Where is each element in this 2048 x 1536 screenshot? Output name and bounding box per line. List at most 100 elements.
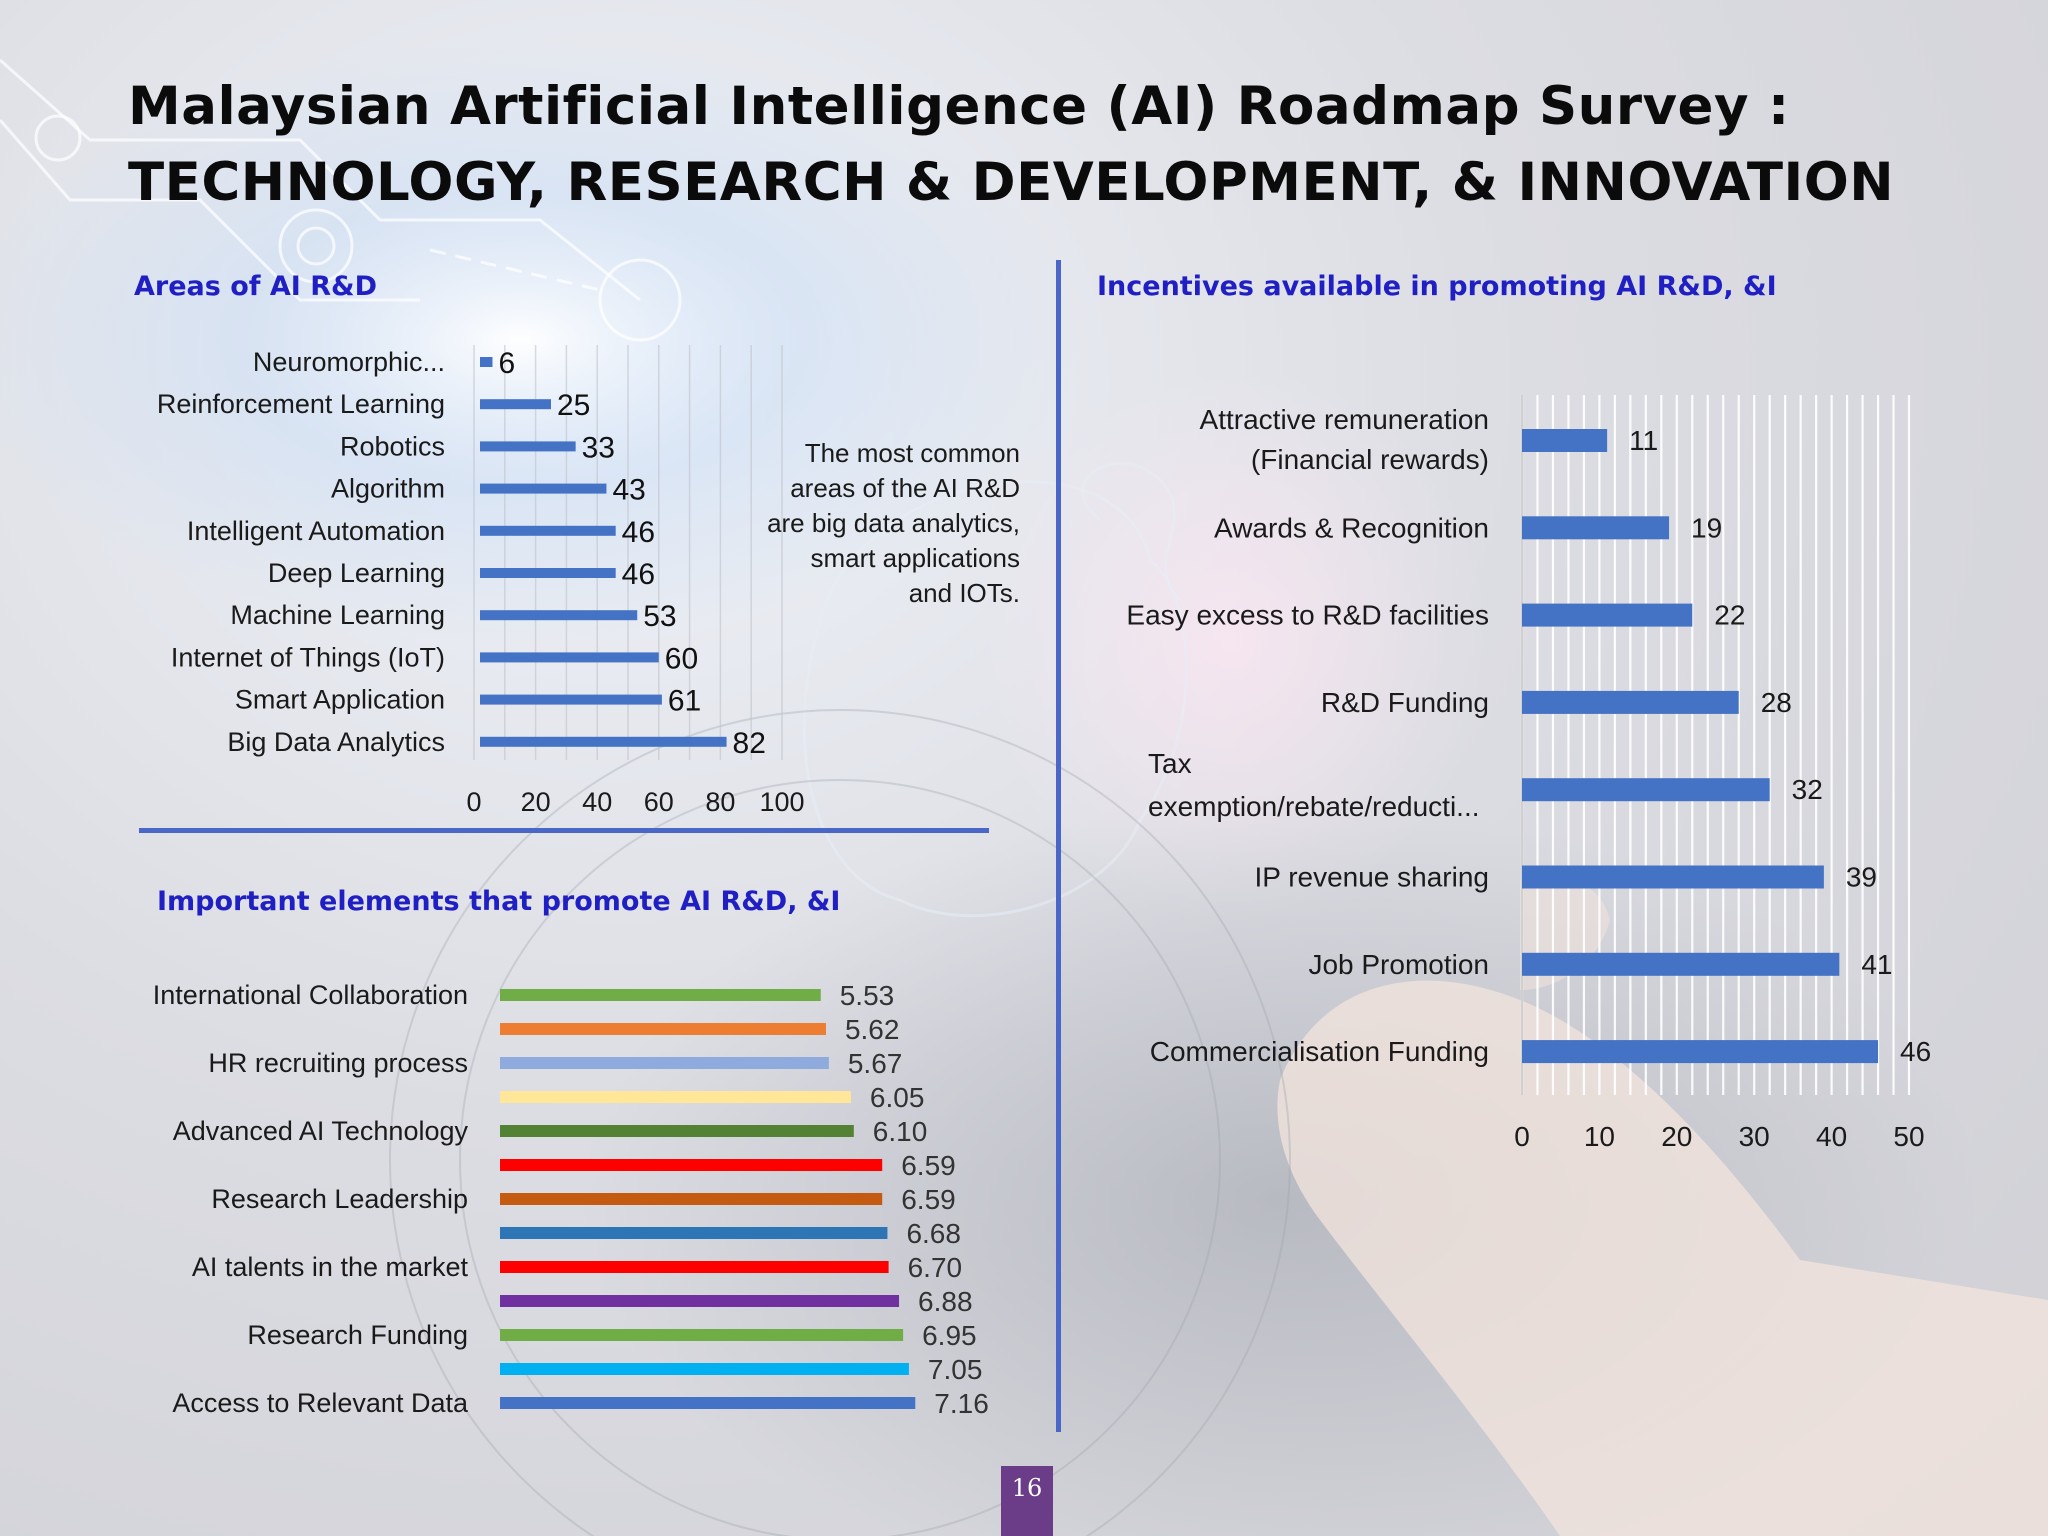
data-label: 5.67 [848, 1048, 903, 1079]
data-label: 46 [1900, 1036, 1931, 1067]
data-label: 22 [1714, 600, 1745, 631]
data-label: 5.53 [840, 980, 895, 1011]
blue-glow [0, 40, 1080, 640]
bar [1522, 690, 1739, 714]
data-label: 39 [1846, 862, 1877, 893]
data-label: 6.05 [870, 1082, 925, 1113]
x-tick-label: 100 [759, 787, 804, 817]
bar [480, 483, 607, 494]
category-label: Advanced AI Technology [173, 1116, 469, 1146]
bar [500, 1329, 904, 1341]
bar [500, 1091, 851, 1103]
category-label: Robotics [340, 431, 445, 461]
category-label: Big Data Analytics [227, 727, 445, 757]
bar [480, 736, 727, 747]
bar [480, 399, 551, 410]
bar [1522, 952, 1840, 976]
elements-section-title: Important elements that promote AI R&D, … [157, 886, 841, 917]
bar [1522, 516, 1670, 540]
bar [500, 989, 821, 1001]
x-tick-label: 20 [521, 787, 551, 817]
category-label: R&D Funding [1321, 687, 1489, 718]
data-label: 6.10 [873, 1116, 928, 1147]
category-label: Awards & Recognition [1214, 512, 1489, 543]
bar [500, 1023, 826, 1035]
bar [480, 652, 659, 663]
x-tick-label: 80 [705, 787, 735, 817]
x-tick-label: 30 [1739, 1121, 1770, 1152]
bar [500, 1159, 883, 1171]
category-label: Machine Learning [230, 600, 445, 630]
data-label: 46 [622, 558, 655, 591]
areas-section-title: Areas of AI R&D [134, 271, 377, 302]
data-label: 33 [582, 431, 615, 464]
bar [480, 441, 576, 452]
brain-outline [802, 462, 1188, 918]
x-tick-label: 10 [1584, 1121, 1615, 1152]
category-label: Neuromorphic... [253, 347, 445, 377]
x-tick-label: 0 [466, 787, 481, 817]
x-tick-label: 0 [1514, 1121, 1530, 1152]
category-label: Attractive remuneration [1200, 404, 1489, 435]
bar [480, 610, 638, 621]
data-label: 61 [668, 685, 701, 718]
bar [480, 568, 616, 578]
data-label: 19 [1691, 512, 1722, 543]
category-label: Job Promotion [1308, 949, 1489, 980]
pink-glow [970, 360, 1490, 920]
bar [1522, 778, 1770, 802]
category-label: Research Funding [247, 1320, 468, 1350]
data-label: 82 [733, 727, 766, 760]
category-label: IP revenue sharing [1254, 862, 1489, 893]
category-label: Reinforcement Learning [157, 389, 445, 419]
category-label: HR recruiting process [208, 1048, 468, 1078]
slide-title-line-1: Malaysian Artificial Intelligence (AI) R… [128, 76, 1790, 137]
bar [1522, 865, 1824, 889]
bar [500, 1125, 854, 1137]
circuit-lines [0, 58, 682, 342]
bar [1522, 603, 1693, 627]
category-label: Internet of Things (IoT) [171, 642, 445, 672]
category-label: Commercialisation Funding [1150, 1036, 1489, 1067]
x-tick-label: 20 [1661, 1121, 1692, 1152]
data-label: 32 [1792, 774, 1823, 805]
data-label: 46 [622, 516, 655, 549]
areas-note: The most common areas of the AI R&D are … [767, 438, 1020, 608]
bar [1522, 429, 1608, 452]
data-label: 6.59 [901, 1150, 956, 1181]
data-label: 60 [665, 642, 698, 675]
bar [500, 1397, 916, 1409]
category-label: Deep Learning [268, 558, 445, 588]
category-label: Research Leadership [211, 1184, 468, 1214]
data-label: 43 [612, 474, 645, 507]
slide-title-line-2: TECHNOLOGY, RESEARCH & DEVELOPMENT, & IN… [128, 152, 1895, 213]
bar [500, 1057, 829, 1069]
data-label: 7.16 [934, 1388, 989, 1419]
data-label: 25 [557, 389, 590, 422]
data-label: 6.88 [918, 1286, 973, 1317]
x-tick-label: 40 [1816, 1121, 1847, 1152]
bar [500, 1261, 889, 1273]
category-label: Algorithm [331, 474, 445, 504]
x-tick-label: 60 [644, 787, 674, 817]
category-label: (Financial rewards) [1251, 444, 1489, 475]
bar [500, 1193, 883, 1205]
category-label: Intelligent Automation [187, 516, 445, 546]
category-label: International Collaboration [153, 980, 468, 1010]
x-tick-label: 40 [582, 787, 612, 817]
x-tick-label: 50 [1893, 1121, 1924, 1152]
bar [500, 1363, 909, 1375]
data-label: 53 [643, 600, 676, 633]
page-number: 16 [1001, 1466, 1053, 1536]
category-label: AI talents in the market [192, 1252, 469, 1282]
category-label: Tax [1148, 748, 1192, 779]
bar [500, 1227, 888, 1239]
data-label: 7.05 [928, 1354, 983, 1385]
category-label: Access to Relevant Data [172, 1388, 469, 1418]
data-label: 41 [1861, 949, 1892, 980]
category-label: Easy excess to R&D facilities [1126, 600, 1489, 631]
bar [480, 357, 493, 367]
